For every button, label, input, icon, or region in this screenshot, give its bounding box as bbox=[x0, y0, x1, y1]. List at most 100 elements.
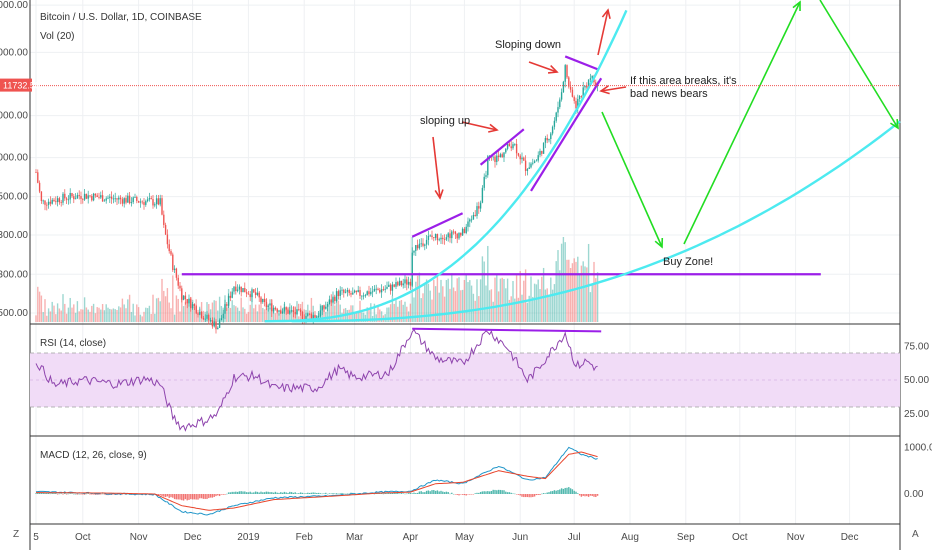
macd-histogram-bar bbox=[283, 491, 286, 494]
annotation-breaks-line2: bad news bears bbox=[630, 88, 708, 100]
macd-histogram-bar bbox=[278, 492, 280, 494]
macd-indicator-label: MACD (12, 26, close, 9) bbox=[40, 450, 147, 461]
macd-histogram-bar bbox=[470, 494, 473, 495]
volume-bar bbox=[377, 306, 379, 322]
macd-histogram-bar bbox=[103, 494, 106, 495]
candle-body bbox=[341, 289, 343, 291]
macd-histogram-bar bbox=[483, 491, 485, 494]
candle-body bbox=[132, 197, 134, 203]
parabolic-curve-steep bbox=[264, 9, 628, 323]
volume-bar bbox=[62, 294, 64, 322]
candle-body bbox=[265, 301, 268, 307]
candle-body bbox=[283, 307, 286, 312]
candle-body bbox=[179, 285, 181, 289]
candle-body bbox=[96, 195, 98, 198]
volume-bar bbox=[209, 309, 212, 322]
candle-body bbox=[398, 280, 401, 286]
macd-histogram-bar bbox=[218, 494, 221, 497]
candle-body bbox=[112, 198, 115, 200]
candle-body bbox=[487, 156, 489, 176]
macd-histogram-bar bbox=[434, 490, 437, 494]
macd-histogram-bar bbox=[449, 493, 451, 495]
volume-bar bbox=[323, 304, 325, 322]
macd-histogram-bar bbox=[209, 494, 212, 498]
volume-bar bbox=[308, 310, 311, 322]
volume-bar bbox=[560, 243, 563, 322]
volume-bar bbox=[490, 289, 493, 322]
candle-body bbox=[427, 235, 430, 240]
macd-histogram-bar bbox=[310, 492, 313, 494]
volume-bar bbox=[501, 277, 503, 322]
price-tick-label: 10000.00 bbox=[0, 111, 28, 122]
macd-histogram-bar bbox=[474, 493, 476, 494]
price-tick-label: 5300.00 bbox=[0, 230, 28, 241]
candle-body bbox=[226, 304, 228, 306]
volume-bar bbox=[236, 307, 239, 322]
volume-bar bbox=[112, 308, 115, 322]
volume-bar bbox=[483, 261, 485, 322]
timezone-icon[interactable]: Z bbox=[13, 529, 19, 540]
macd-histogram-bar bbox=[240, 491, 242, 494]
signal-series-line bbox=[36, 451, 598, 511]
candle-body bbox=[553, 120, 556, 127]
annotation-overlays bbox=[181, 9, 901, 333]
candle-body bbox=[235, 286, 237, 292]
current-price-value: 11732.58 bbox=[3, 81, 40, 91]
candle-body bbox=[478, 206, 480, 209]
volume-bar bbox=[544, 289, 547, 322]
volume-bar bbox=[391, 295, 394, 322]
auto-scale-icon[interactable]: A bbox=[912, 529, 919, 540]
candle-body bbox=[208, 314, 210, 321]
candle-body bbox=[364, 295, 367, 297]
macd-histogram-bar bbox=[395, 492, 397, 494]
candle-body bbox=[110, 196, 113, 199]
candle-body bbox=[150, 198, 152, 200]
candle-body bbox=[362, 295, 365, 297]
volume-bar bbox=[503, 279, 505, 322]
candle-body bbox=[92, 193, 95, 201]
volume-bar bbox=[479, 279, 482, 322]
macd-histogram-bar bbox=[163, 494, 165, 497]
candle-body bbox=[526, 169, 529, 171]
macd-histogram-bar bbox=[213, 494, 215, 497]
arrow-green-down-head bbox=[654, 237, 664, 249]
candle-body bbox=[357, 290, 359, 292]
candle-body bbox=[539, 150, 541, 156]
volume-bar bbox=[127, 299, 129, 322]
macd-histogram-bar bbox=[202, 494, 205, 499]
volume-bar bbox=[591, 285, 593, 322]
volume-bar bbox=[526, 302, 529, 322]
time-tick-label: Oct bbox=[75, 532, 91, 543]
volume-bar bbox=[389, 304, 392, 322]
candle-body bbox=[182, 295, 185, 300]
macd-histogram-bar bbox=[40, 492, 43, 494]
price-y-axis: 3500.00 4300.00 5300.00 6500.00 8000.00 10000… bbox=[0, 0, 28, 319]
volume-bar bbox=[265, 299, 268, 322]
macd-y-axis: 1000.00 0.00 bbox=[904, 442, 932, 500]
volume-bar bbox=[364, 314, 367, 322]
volume-bar bbox=[116, 309, 118, 322]
candle-body bbox=[204, 318, 206, 320]
macd-histogram-bar bbox=[427, 490, 430, 494]
volume-bar bbox=[328, 300, 331, 322]
volume-bar bbox=[175, 295, 178, 322]
volume-bar bbox=[436, 273, 439, 322]
candle-body bbox=[317, 316, 320, 318]
candle-body bbox=[35, 172, 37, 174]
volume-bar bbox=[182, 306, 185, 322]
volume-bar bbox=[49, 311, 52, 322]
macd-histogram-bar bbox=[49, 493, 52, 495]
macd-histogram-bar bbox=[402, 493, 404, 494]
candle-body bbox=[125, 198, 127, 203]
volume-bar bbox=[281, 307, 284, 322]
candle-body bbox=[285, 307, 287, 310]
macd-histogram-bar bbox=[537, 494, 539, 495]
arrow-red-up bbox=[597, 9, 609, 56]
volume-bar bbox=[148, 305, 151, 322]
volume-bar bbox=[141, 316, 143, 322]
arrow-red-breaks-head bbox=[599, 85, 610, 95]
candle-body bbox=[78, 195, 80, 197]
macd-histogram-bar bbox=[82, 494, 84, 495]
macd-histogram-bar bbox=[461, 494, 464, 495]
volume-bar bbox=[553, 284, 556, 322]
